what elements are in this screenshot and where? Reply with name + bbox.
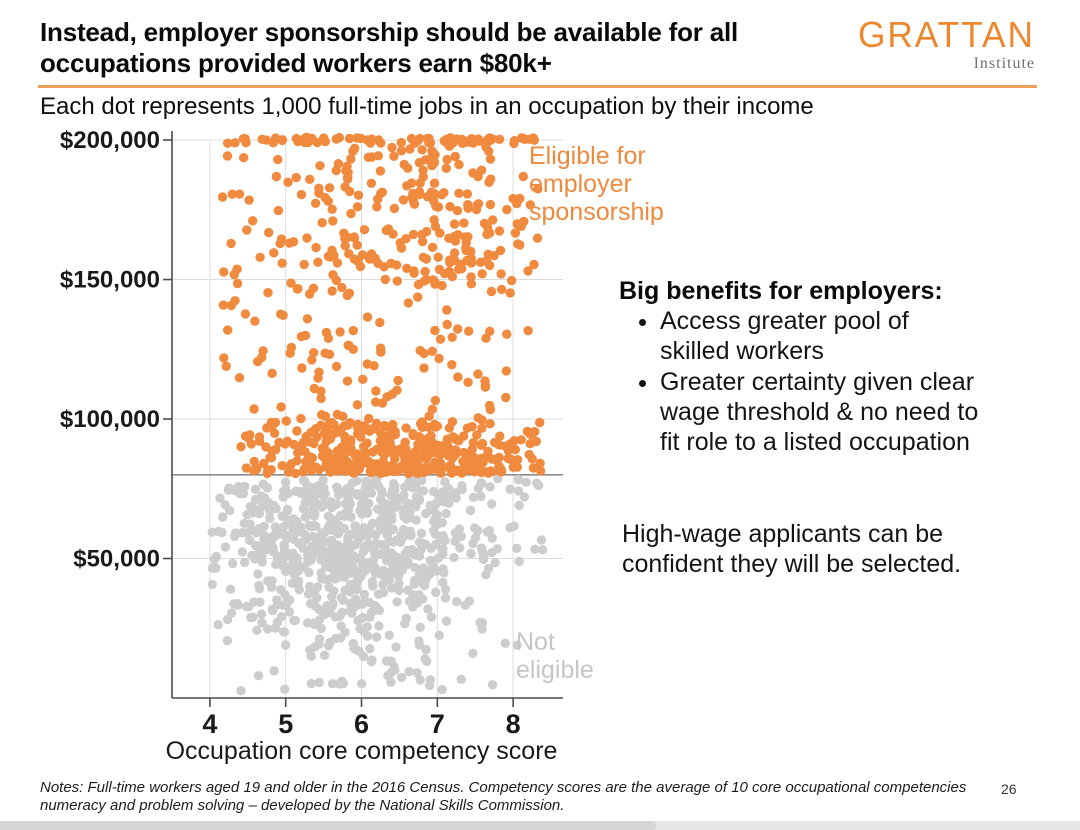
footnotes: Notes: Full-time workers aged 19 and old… [40, 779, 967, 814]
svg-text:8: 8 [506, 709, 521, 739]
benefits-heading: Big benefits for employers: [619, 277, 943, 305]
benefits-list: Access greater pool of skilled workers G… [620, 306, 1080, 458]
svg-text:5: 5 [278, 709, 293, 739]
benefit-item: Access greater pool of skilled workers [660, 306, 1080, 366]
svg-text:4: 4 [202, 709, 217, 739]
grattan-logo: GRATTAN Institute [843, 16, 1035, 73]
grattan-logo-wordmark: GRATTAN [857, 14, 1035, 55]
svg-text:$100,000: $100,000 [60, 406, 160, 433]
svg-text:7: 7 [430, 709, 445, 739]
benefit-item: Greater certainty given clear wage thres… [660, 367, 1080, 457]
svg-text:$50,000: $50,000 [73, 546, 160, 573]
dots-not-eligible [207, 473, 548, 696]
grattan-logo-institute: Institute [973, 55, 1035, 72]
svg-text:$200,000: $200,000 [60, 127, 160, 154]
x-axis-labels: 4 5 6 7 8 [202, 709, 520, 739]
y-axis-labels: $200,000 $150,000 $100,000 $50,000 [60, 127, 160, 572]
page-title: Instead, employer sponsorship should be … [40, 17, 739, 78]
highwage-note: High-wage applicants can be confident th… [622, 520, 962, 578]
eligible-annotation: Eligible for employer sponsorship [529, 142, 664, 226]
horizontal-scrollbar-thumb[interactable] [0, 821, 656, 830]
not-eligible-annotation: Not eligible [516, 628, 594, 684]
x-axis-title: Occupation core competency score [166, 737, 558, 765]
svg-text:6: 6 [354, 709, 369, 739]
dots-eligible [217, 132, 546, 479]
page-number: 26 [1001, 781, 1017, 797]
chart-subtitle: Each dot represents 1,000 full-time jobs… [40, 93, 814, 120]
axes [163, 131, 563, 707]
title-divider-rule [38, 85, 1037, 88]
svg-text:$150,000: $150,000 [60, 267, 160, 294]
horizontal-scrollbar-track [0, 821, 1080, 830]
